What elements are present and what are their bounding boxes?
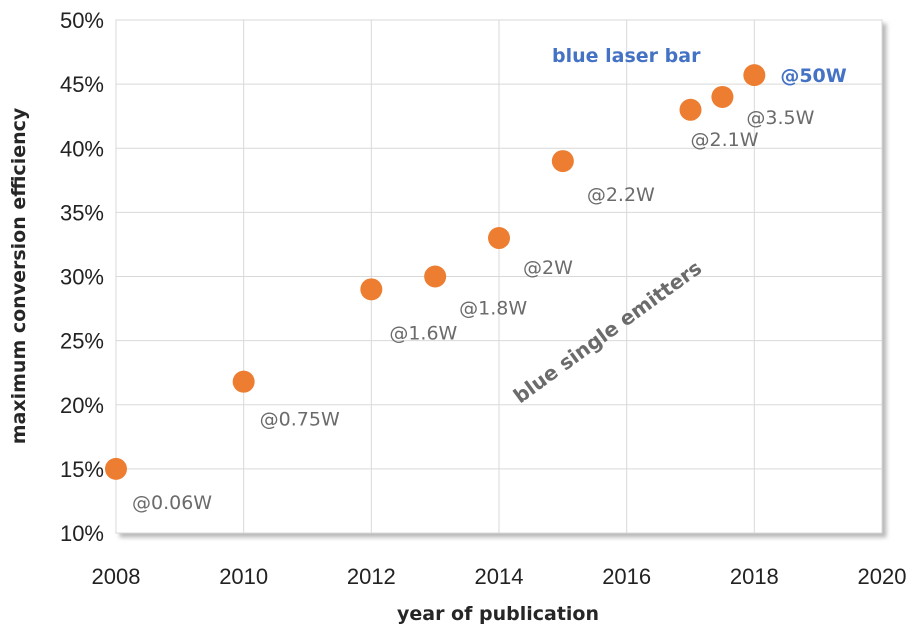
data-point <box>679 98 702 121</box>
point-label: @2W <box>523 257 573 279</box>
y-axis-ticks: 10% 15% 20% 25% 30% 35% 40% 45% 50% <box>60 8 104 546</box>
point-label: @2.1W <box>691 129 759 151</box>
gridlines <box>115 19 883 534</box>
point-label: @50W <box>780 65 846 87</box>
point-label: @1.6W <box>389 322 457 344</box>
y-tick-label: 30% <box>60 265 104 290</box>
data-point <box>105 457 127 480</box>
data-point <box>424 265 447 288</box>
x-tick-label: 2018 <box>730 564 779 589</box>
point-label: @2.2W <box>587 184 655 206</box>
point-label: @0.75W <box>260 409 340 431</box>
y-tick-label: 45% <box>60 72 104 97</box>
point-label: @1.8W <box>459 298 527 320</box>
laser-bar-annotation: blue laser bar <box>552 45 701 67</box>
y-tick-label: 50% <box>60 8 104 33</box>
data-point <box>488 227 510 250</box>
data-points <box>105 64 766 480</box>
x-tick-label: 2012 <box>347 564 396 589</box>
y-tick-label: 35% <box>60 200 104 225</box>
x-tick-label: 2016 <box>602 564 651 589</box>
data-point <box>551 150 574 173</box>
x-axis-ticks: 2008 2010 2012 2014 2016 2018 2020 <box>92 564 907 589</box>
y-tick-label: 10% <box>60 521 104 546</box>
x-tick-label: 2020 <box>858 564 907 589</box>
x-tick-label: 2010 <box>219 564 268 589</box>
x-axis-title: year of publication <box>397 603 599 625</box>
y-tick-label: 40% <box>60 136 104 161</box>
y-tick-label: 20% <box>60 393 104 418</box>
y-axis-title: maximum conversion efficiency <box>8 107 30 444</box>
x-tick-label: 2014 <box>475 564 524 589</box>
data-point <box>711 85 734 108</box>
data-point <box>232 370 255 393</box>
point-label: @0.06W <box>132 492 212 514</box>
y-tick-label: 25% <box>60 329 104 354</box>
y-tick-label: 15% <box>60 457 104 482</box>
point-label: @3.5W <box>746 107 814 129</box>
data-point <box>743 64 766 87</box>
point-labels: @0.06W @0.75W @1.6W@1.8W @2W @2.2W @2.1W@3.5W… <box>132 65 847 514</box>
x-tick-label: 2008 <box>92 564 141 589</box>
data-point <box>360 278 383 301</box>
